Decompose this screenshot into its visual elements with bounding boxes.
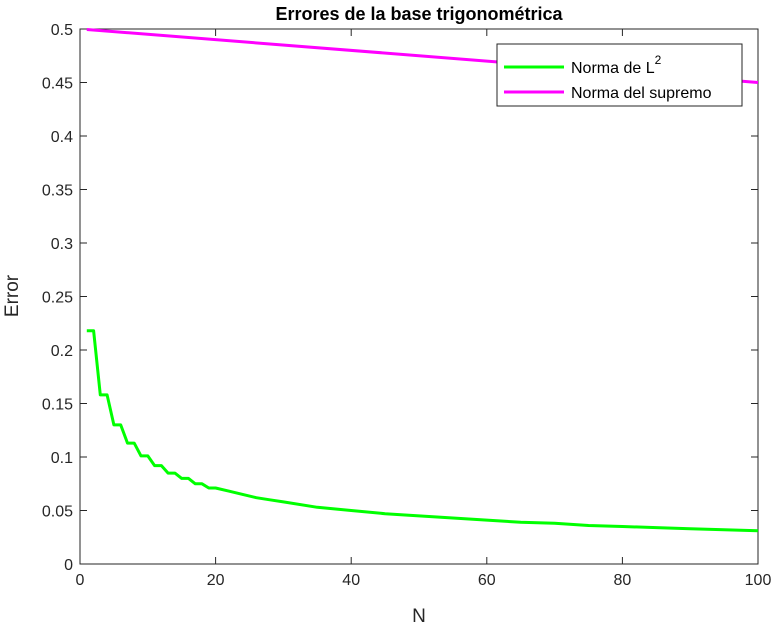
- y-tick-label: 0.15: [42, 397, 73, 414]
- legend-label-l2-sup: 2: [655, 53, 662, 67]
- x-tick-label: 40: [342, 572, 360, 589]
- legend-box: [496, 43, 743, 107]
- legend: Norma de L2 Norma del supremo: [496, 43, 743, 107]
- y-tick-label: 0.4: [51, 129, 73, 146]
- y-tick-label: 0.2: [51, 343, 73, 360]
- y-tick-label: 0.45: [42, 76, 73, 93]
- y-tick-label: 0.25: [42, 290, 73, 307]
- x-tick-label: 100: [745, 572, 772, 589]
- x-tick-label: 80: [614, 572, 632, 589]
- ticks: 0 20 40 60 80 100 0 0.05 0.1 0.15 0.2 0.25 0.3 0.35 0.…: [42, 22, 772, 589]
- y-tick-label: 0.3: [51, 236, 73, 253]
- x-tick-label: 20: [207, 572, 225, 589]
- y-tick-label: 0.35: [42, 183, 73, 200]
- legend-label-l2: Norma de L2: [571, 53, 662, 77]
- y-tick-label: 0: [64, 557, 73, 574]
- x-axis-label: N: [412, 606, 426, 626]
- legend-label-l2-base: Norma de L: [571, 60, 655, 77]
- chart-title: Errores de la base trigonométrica: [275, 4, 563, 24]
- plot-area: [79, 28, 759, 565]
- y-tick-label: 0.05: [42, 504, 73, 521]
- y-axis-label: Error: [2, 274, 23, 317]
- legend-label-supremo: Norma del supremo: [571, 85, 712, 102]
- x-tick-label: 0: [76, 572, 85, 589]
- series-line-l2: [86, 329, 759, 533]
- y-tick-label: 0.5: [51, 22, 73, 39]
- y-tick-label: 0.1: [51, 450, 73, 467]
- x-tick-label: 60: [478, 572, 496, 589]
